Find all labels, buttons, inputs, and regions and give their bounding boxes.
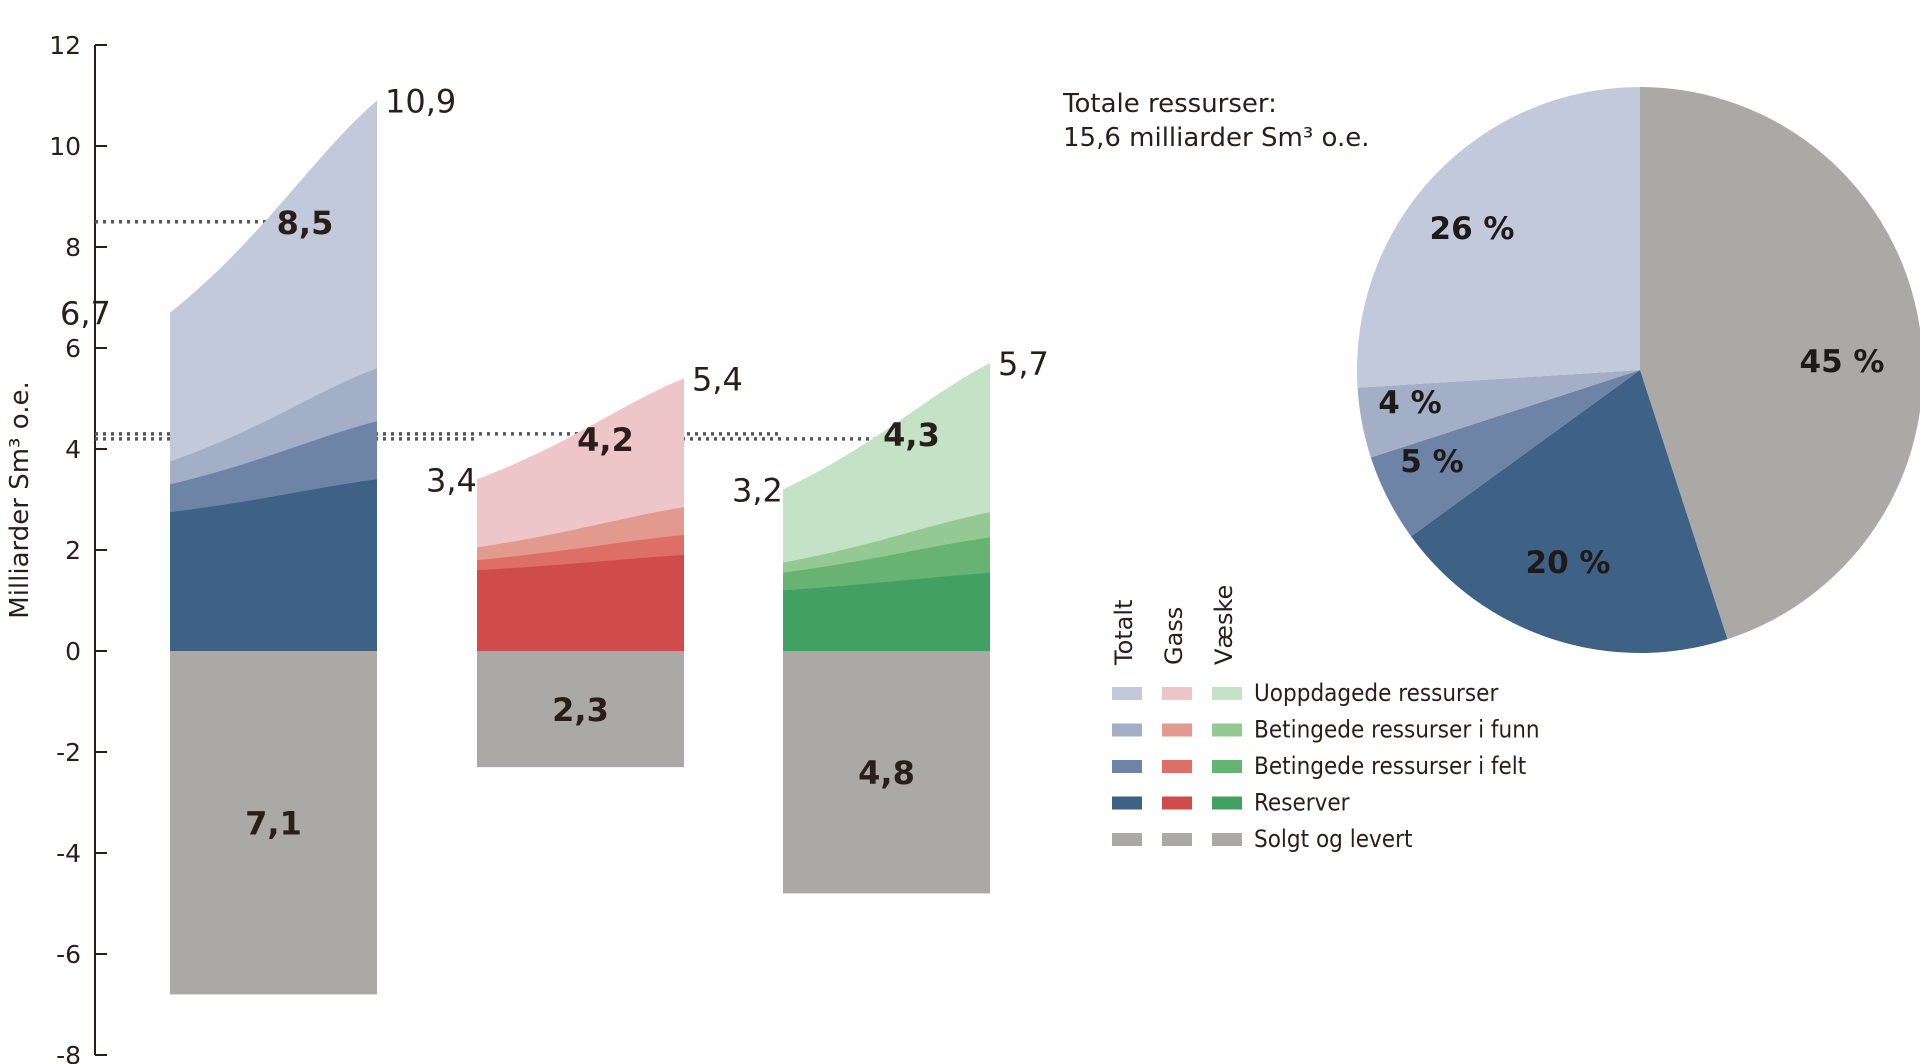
legend-label: Betingede ressurser i funn — [1254, 716, 1540, 744]
y-tick-label: -8 — [56, 1041, 81, 1064]
y-tick-label: 6 — [65, 334, 81, 363]
sold-value-label: 2,3 — [552, 691, 609, 729]
legend-swatch — [1162, 796, 1192, 810]
legend-swatch — [1112, 796, 1142, 810]
area-groups: 6,7 10,9 8,5 7,1 3,4 5,4 4,2 2,3 3,2 5,7 4,3 4,8 — [60, 83, 1049, 995]
pie-slice — [1411, 370, 1728, 653]
pie-slice — [1357, 370, 1640, 458]
legend-swatch — [1162, 833, 1192, 846]
sold-bar — [783, 651, 990, 894]
legend-column-header: Totalt — [1110, 600, 1138, 666]
legend-column-header: Væske — [1210, 585, 1238, 665]
total-value-label: 8,5 — [277, 204, 334, 242]
legend-swatch — [1212, 687, 1242, 700]
end-value-label: 10,9 — [385, 83, 456, 121]
legend-swatch — [1112, 760, 1142, 773]
legend-label: Uoppdagede ressurser — [1254, 679, 1498, 707]
legend-label: Reserver — [1254, 789, 1350, 817]
area-layer-reserver — [783, 572, 990, 651]
pie-slice-label: 20 % — [1526, 545, 1611, 581]
legend: Totalt Gass Væske Uoppdagede ressurser Betin… — [1110, 585, 1540, 853]
legend-column-header: Gass — [1160, 607, 1188, 665]
y-tick-label: -4 — [56, 839, 81, 868]
pie-slice-label: 26 % — [1430, 211, 1515, 247]
y-tick-label: -2 — [56, 738, 81, 767]
sold-bar — [477, 651, 684, 768]
pie-slice — [1357, 87, 1640, 388]
y-tick-label: 8 — [65, 233, 81, 262]
y-tick-label: 2 — [65, 536, 81, 565]
legend-swatch — [1162, 687, 1192, 700]
y-axis: 12 10 8 6 4 2 0 -2 -4 -6 -8 — [49, 31, 107, 1064]
pie-slice — [1370, 370, 1640, 537]
area-group-væske: 3,2 5,7 4,3 4,8 — [732, 345, 1049, 894]
start-value-label: 3,2 — [732, 471, 783, 509]
legend-swatch — [1162, 760, 1192, 773]
pie-slice — [1640, 87, 1920, 640]
sold-bar — [170, 651, 377, 995]
legend-label: Solgt og levert — [1254, 825, 1412, 853]
total-value-label: 4,3 — [883, 416, 940, 454]
y-tick-label: 0 — [65, 637, 81, 666]
legend-swatch — [1212, 796, 1242, 810]
end-value-label: 5,4 — [692, 360, 743, 398]
pie-title-line1: Totale ressurser: — [1062, 89, 1277, 119]
y-tick-label: 12 — [49, 31, 81, 60]
y-tick-label: 10 — [49, 132, 81, 161]
legend-label: Betingede ressurser i felt — [1254, 752, 1526, 780]
pie-chart: 45 % 20 % 5 % 4 % 26 % — [1357, 87, 1920, 653]
area-group-gass: 3,4 5,4 4,2 2,3 — [426, 360, 743, 768]
pie-slice-label: 5 % — [1400, 444, 1463, 480]
end-value-label: 5,7 — [998, 345, 1049, 383]
legend-swatch — [1162, 723, 1192, 737]
pie-slice-label: 45 % — [1800, 344, 1885, 380]
legend-swatch — [1212, 723, 1242, 737]
y-axis-title: Milliarder Sm³ o.e. — [5, 381, 35, 618]
legend-swatch — [1212, 760, 1242, 773]
start-value-label: 3,4 — [426, 461, 477, 499]
legend-swatch — [1212, 833, 1242, 846]
start-value-label: 6,7 — [60, 295, 111, 333]
legend-swatch — [1112, 833, 1142, 846]
area-group-totalt: 6,7 10,9 8,5 7,1 — [60, 83, 456, 995]
legend-swatch — [1112, 723, 1142, 737]
legend-swatch — [1112, 687, 1142, 700]
y-tick-label: 4 — [65, 435, 81, 464]
pie-slice-label: 4 % — [1378, 385, 1441, 421]
area-layer-reserver — [477, 555, 684, 651]
sold-value-label: 4,8 — [858, 754, 915, 792]
area-layer-reserver — [170, 479, 377, 651]
total-value-label: 4,2 — [577, 421, 634, 459]
pie-title-line2: 15,6 milliarder Sm³ o.e. — [1063, 123, 1370, 153]
sold-value-label: 7,1 — [245, 805, 302, 843]
y-tick-label: -6 — [56, 940, 81, 969]
